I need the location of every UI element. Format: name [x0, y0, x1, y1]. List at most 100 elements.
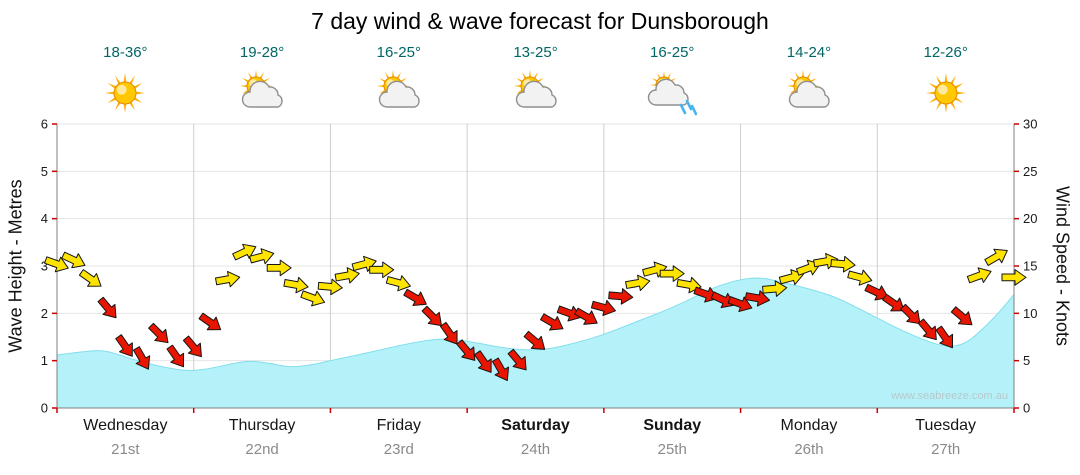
day-date: 25th [657, 441, 687, 458]
wind-arrow [608, 288, 634, 305]
wind-arrow [778, 269, 804, 286]
day-date: 26th [794, 441, 824, 458]
wind-tick-label: 20 [1023, 211, 1037, 226]
wind-arrow [864, 283, 889, 301]
sunny-icon [105, 73, 146, 113]
wave-height-area [56, 277, 1015, 409]
day-label: Saturday [501, 417, 570, 434]
wind-arrow [421, 305, 442, 327]
day-temp: 16-25° [650, 44, 695, 61]
wind-arrow [984, 248, 1008, 266]
partly-cloudy-icon [786, 70, 830, 108]
wind-arrow [491, 357, 510, 381]
axis-ticks: 0 1 2 3 4 5 6 0 5 10 15 20 25 30 [41, 117, 1038, 416]
day-temp: 18-36° [103, 44, 148, 61]
raindrop-icon-part [690, 104, 698, 116]
wind-arrow [334, 267, 360, 284]
wind-arrow [1001, 269, 1027, 286]
weather-icon-slot [194, 66, 331, 120]
wind-arrow [727, 296, 753, 313]
day-label: Sunday [643, 417, 702, 434]
wind-arrow [249, 248, 275, 265]
wind-arrow [300, 290, 326, 307]
wind-arrow [439, 321, 458, 345]
wind-arrow [456, 339, 476, 361]
wind-arrow [115, 334, 133, 357]
wind-arrow [385, 275, 411, 292]
wind-arrow [966, 267, 992, 284]
wave-tick-label: 3 [41, 259, 48, 274]
day-date: 22nd [245, 441, 279, 458]
wind-arrow [830, 255, 856, 273]
day-label: Monday [780, 417, 838, 434]
wind-arrow [917, 318, 937, 341]
cloud-icon-part [241, 80, 283, 108]
raindrop-icon-part [679, 103, 687, 115]
weather-icon-slot [57, 66, 194, 120]
wind-tick-label: 0 [1023, 401, 1030, 416]
partly-cloudy-icon [376, 70, 420, 108]
wind-tick-label: 25 [1023, 164, 1037, 179]
wind-arrow [882, 293, 905, 312]
wind-tick-label: 30 [1023, 117, 1037, 132]
wave-tick-label: 4 [41, 211, 48, 226]
partly-cloudy-icon [240, 70, 283, 108]
day-label: Friday [376, 417, 422, 434]
weather-icon-slot [604, 66, 741, 120]
day-labels-row: Wednesday Thursday Friday Saturday Sunda… [57, 417, 1014, 435]
weather-icon-slot [741, 66, 878, 120]
wind-arrow [214, 270, 241, 288]
wave-axis-label: Wave Height - Metres [5, 179, 26, 353]
temperature-row: 18-36° 19-28° 16-25° 13-25° 16-25° 14-24… [57, 44, 1014, 61]
wind-arrow [935, 325, 954, 349]
wind-arrow [523, 330, 546, 350]
wind-arrow [744, 290, 771, 307]
weather-icon-slot [330, 66, 467, 120]
wind-tick-label: 15 [1023, 259, 1037, 274]
wind-arrow [148, 322, 169, 344]
weather-icons-row [57, 66, 1014, 120]
sun-icon-part [925, 73, 966, 113]
wave-tick-label: 0 [41, 401, 48, 416]
day-dates-row: 21st 22nd 23rd 24th 25th 26th 27th [57, 441, 1014, 458]
wind-arrow [78, 269, 102, 287]
wind-arrow [403, 288, 427, 306]
page-title: 7 day wind & wave forecast for Dunsborou… [311, 8, 769, 34]
rain-showers-icon [648, 71, 698, 116]
day-temp: 13-25° [513, 44, 558, 61]
wind-arrow [132, 346, 151, 370]
sunny-icon [925, 73, 966, 113]
wind-arrow [266, 259, 292, 277]
watermark: www.seabreeze.com.au [890, 390, 1008, 402]
sun-icon-part [105, 73, 146, 113]
wind-arrow [950, 306, 973, 326]
wind-arrow [625, 274, 651, 292]
wind-arrow [474, 350, 492, 373]
wind-arrow [198, 312, 222, 331]
wind-arrow [97, 296, 117, 319]
wind-arrow [590, 299, 616, 316]
wind-arrow [61, 251, 86, 269]
cloud-icon-part [515, 80, 557, 108]
partly-cloudy-icon [513, 70, 557, 108]
wind-arrow [659, 265, 685, 282]
wind-arrow [556, 305, 582, 322]
wind-arrow [710, 291, 735, 309]
weather-icon-slot [467, 66, 604, 120]
wind-tick-label: 10 [1023, 306, 1037, 321]
weather-icon-slot [877, 66, 1014, 120]
day-date: 23rd [383, 441, 414, 458]
cloud-icon-part [378, 80, 420, 108]
wind-arrow [762, 280, 788, 297]
day-label: Thursday [228, 417, 296, 434]
wind-tick-label: 5 [1023, 353, 1030, 368]
wave-tick-label: 6 [41, 117, 48, 132]
wave-tick-label: 2 [41, 306, 48, 321]
wind-arrow [900, 303, 921, 325]
raindrop-icon-part [685, 99, 693, 111]
wind-arrow [507, 348, 527, 371]
wind-arrows [44, 243, 1027, 381]
wave-tick-label: 1 [41, 353, 48, 368]
